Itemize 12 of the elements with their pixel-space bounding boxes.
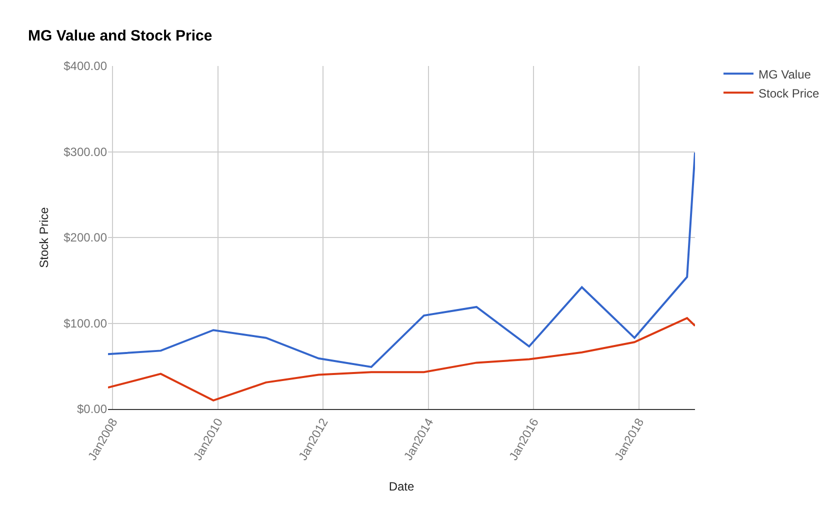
y-tick-label: $300.00 — [64, 144, 108, 159]
line-series — [108, 152, 695, 368]
x-axis-title: Date — [388, 480, 414, 494]
y-tick-label: $100.00 — [64, 316, 108, 330]
y-tick-label: $200.00 — [64, 230, 108, 245]
chart-title: MG Value and Stock Price — [28, 27, 212, 44]
y-tick-label: $0.00 — [76, 402, 108, 416]
y-tick-label: $400.00 — [64, 59, 108, 74]
line-series — [108, 317, 695, 402]
legend-label: Stock Price — [758, 86, 820, 100]
y-axis-title: Stock Price — [36, 206, 51, 268]
legend-label: MG Value — [758, 67, 812, 82]
